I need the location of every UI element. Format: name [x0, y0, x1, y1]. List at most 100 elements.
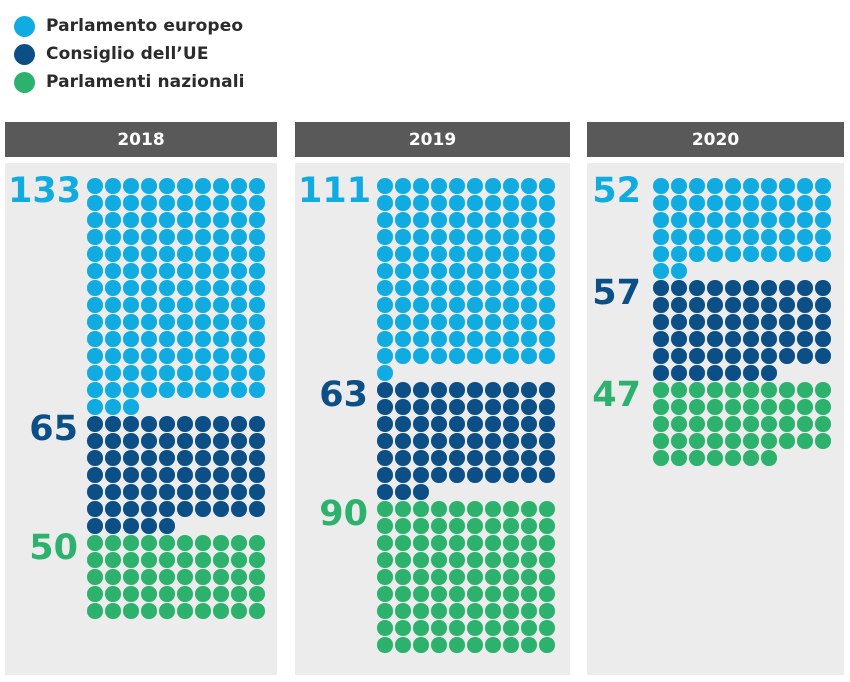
dot-parlamento-europeo	[231, 246, 247, 262]
dot-consiglio-ue	[249, 467, 265, 483]
dot-parlamenti-nazionali	[413, 518, 429, 534]
dot-parlamento-europeo	[395, 348, 411, 364]
dot-parlamento-europeo	[159, 195, 175, 211]
dot-parlamento-europeo	[87, 297, 103, 313]
dot-parlamenti-nazionali	[539, 552, 555, 568]
dot-parlamento-europeo	[213, 280, 229, 296]
dot-parlamenti-nazionali	[467, 569, 483, 585]
dot-consiglio-ue	[761, 314, 777, 330]
dot-consiglio-ue	[87, 416, 103, 432]
dot-parlamento-europeo	[671, 178, 687, 194]
dot-consiglio-ue	[743, 314, 759, 330]
dot-parlamento-europeo	[485, 331, 501, 347]
dot-consiglio-ue	[485, 416, 501, 432]
dot-consiglio-ue	[707, 297, 723, 313]
dot-parlamento-europeo	[467, 280, 483, 296]
dot-parlamenti-nazionali	[485, 620, 501, 636]
dot-consiglio-ue	[467, 450, 483, 466]
dot-parlamenti-nazionali	[249, 586, 265, 602]
dot-parlamenti-nazionali	[87, 552, 103, 568]
dot-parlamenti-nazionali	[521, 637, 537, 653]
dot-parlamento-europeo	[707, 246, 723, 262]
dot-parlamento-europeo	[431, 297, 447, 313]
dot-parlamento-europeo	[815, 246, 831, 262]
dot-parlamenti-nazionali	[213, 603, 229, 619]
dot-parlamenti-nazionali	[413, 586, 429, 602]
dot-parlamento-europeo	[177, 263, 193, 279]
dot-parlamenti-nazionali	[449, 552, 465, 568]
dot-parlamento-europeo	[141, 263, 157, 279]
dot-parlamenti-nazionali	[503, 518, 519, 534]
dot-parlamenti-nazionali	[105, 569, 121, 585]
dot-parlamento-europeo	[105, 382, 121, 398]
dot-parlamenti-nazionali	[707, 450, 723, 466]
dot-consiglio-ue	[413, 399, 429, 415]
dot-consiglio-ue	[431, 467, 447, 483]
dot-parlamenti-nazionali	[395, 518, 411, 534]
dot-parlamento-europeo	[797, 229, 813, 245]
dot-parlamenti-nazionali	[123, 552, 139, 568]
dot-parlamento-europeo	[213, 314, 229, 330]
dot-parlamenti-nazionali	[377, 518, 393, 534]
dot-consiglio-ue	[503, 433, 519, 449]
dot-consiglio-ue	[779, 314, 795, 330]
legend-label: Consiglio dell’UE	[46, 44, 209, 64]
dot-parlamenti-nazionali	[87, 603, 103, 619]
dot-parlamento-europeo	[87, 280, 103, 296]
dot-parlamento-europeo	[195, 178, 211, 194]
dot-parlamento-europeo	[521, 178, 537, 194]
dot-parlamento-europeo	[141, 365, 157, 381]
dot-parlamento-europeo	[123, 331, 139, 347]
dot-parlamento-europeo	[413, 195, 429, 211]
dot-consiglio-ue	[249, 433, 265, 449]
dot-consiglio-ue	[87, 484, 103, 500]
dot-consiglio-ue	[743, 297, 759, 313]
dot-parlamenti-nazionali	[413, 552, 429, 568]
dot-consiglio-ue	[213, 484, 229, 500]
dot-consiglio-ue	[707, 365, 723, 381]
dot-consiglio-ue	[159, 518, 175, 534]
dot-consiglio-ue	[521, 467, 537, 483]
dot-parlamento-europeo	[503, 280, 519, 296]
dot-consiglio-ue	[539, 382, 555, 398]
dot-parlamenti-nazionali	[395, 620, 411, 636]
dot-parlamento-europeo	[689, 178, 705, 194]
dot-parlamento-europeo	[87, 399, 103, 415]
dot-consiglio-ue	[395, 399, 411, 415]
dot-parlamento-europeo	[377, 348, 393, 364]
dot-parlamento-europeo	[467, 246, 483, 262]
dot-parlamenti-nazionali	[105, 603, 121, 619]
dot-consiglio-ue	[449, 450, 465, 466]
dot-parlamenti-nazionali	[87, 535, 103, 551]
dot-parlamento-europeo	[797, 178, 813, 194]
dot-consiglio-ue	[521, 450, 537, 466]
dot-parlamenti-nazionali	[779, 433, 795, 449]
dot-parlamento-europeo	[377, 365, 393, 381]
dot-parlamento-europeo	[213, 229, 229, 245]
dot-parlamento-europeo	[395, 195, 411, 211]
dot-parlamento-europeo	[87, 246, 103, 262]
dot-parlamenti-nazionali	[707, 382, 723, 398]
dot-parlamento-europeo	[377, 178, 393, 194]
dot-parlamenti-nazionali	[123, 586, 139, 602]
dot-consiglio-ue	[213, 433, 229, 449]
dot-consiglio-ue	[377, 450, 393, 466]
dot-parlamenti-nazionali	[539, 535, 555, 551]
dot-consiglio-ue	[467, 416, 483, 432]
dot-parlamento-europeo	[485, 263, 501, 279]
dot-consiglio-ue	[177, 501, 193, 517]
dot-parlamento-europeo	[503, 263, 519, 279]
dot-consiglio-ue	[503, 399, 519, 415]
dot-parlamenti-nazionali	[503, 620, 519, 636]
dot-parlamento-europeo	[539, 229, 555, 245]
dot-parlamenti-nazionali	[761, 382, 777, 398]
dot-parlamento-europeo	[431, 348, 447, 364]
dot-parlamento-europeo	[467, 263, 483, 279]
dot-parlamenti-nazionali	[815, 433, 831, 449]
dot-parlamento-europeo	[449, 348, 465, 364]
dot-parlamenti-nazionali	[159, 603, 175, 619]
dot-parlamenti-nazionali	[377, 535, 393, 551]
dot-consiglio-ue	[503, 416, 519, 432]
dot-consiglio-ue	[87, 433, 103, 449]
dot-parlamento-europeo	[431, 229, 447, 245]
